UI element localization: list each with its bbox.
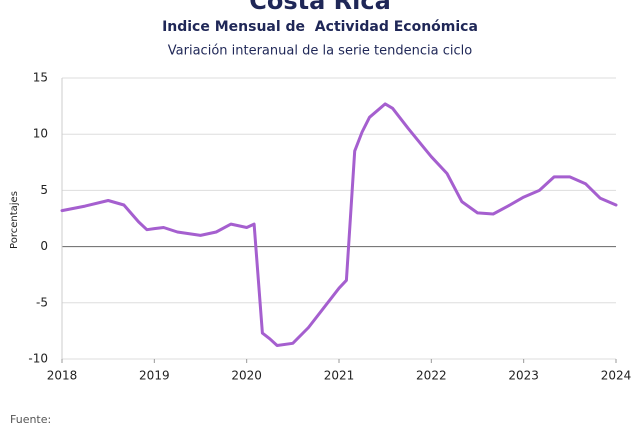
x-tick-label: 2018 [47, 369, 78, 383]
y-tick-label: -10 [28, 352, 48, 366]
chart-caption: Variación interanual de la serie tendenc… [168, 44, 472, 59]
y-tick-label: 15 [33, 71, 48, 85]
y-tick-label: -5 [36, 295, 48, 309]
chart-subtitle: Indice Mensual de Actividad Económica [162, 19, 478, 35]
y-tick-label: 5 [40, 183, 48, 197]
x-tick-label: 2022 [416, 369, 447, 383]
x-tick-label: 2019 [139, 369, 170, 383]
x-tick-label: 2023 [508, 369, 539, 383]
x-tick-label: 2020 [231, 369, 262, 383]
y-tick-label: 10 [33, 127, 48, 141]
x-tick-label: 2021 [324, 369, 355, 383]
data-line [60, 102, 618, 347]
y-tick-label: 0 [40, 239, 48, 253]
chart-title: Costa Rica [249, 0, 391, 15]
x-tick-label: 2024 [601, 369, 632, 383]
y-axis-label: Porcentajes [9, 191, 20, 249]
source: Fuente: [10, 413, 51, 424]
